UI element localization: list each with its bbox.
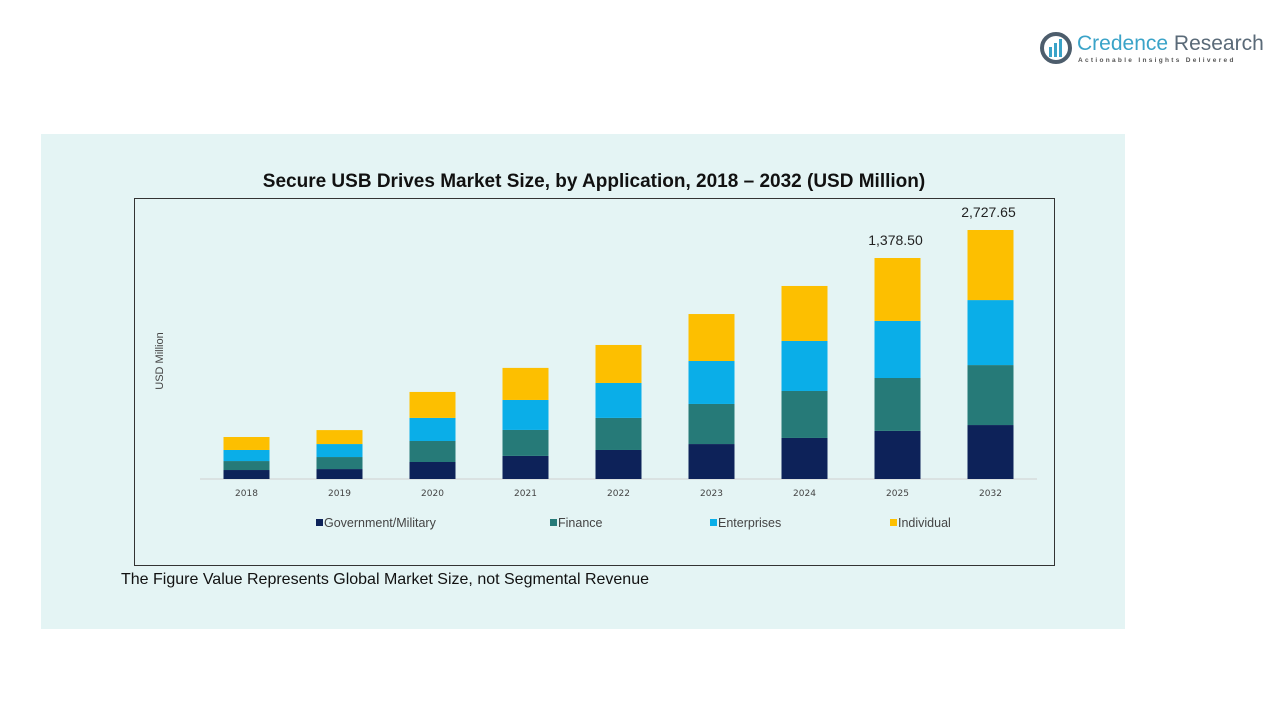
- x-tick-label: 2020: [421, 489, 444, 499]
- bar-government-military-2024: [781, 437, 828, 479]
- credence-research-logo: Credence Research Actionable Insights De…: [1040, 30, 1264, 70]
- chart-panel: [41, 134, 1125, 629]
- bar-individual-2022: [595, 344, 642, 383]
- bar-government-military-2018: [223, 470, 270, 479]
- bar-finance-2020: [409, 441, 456, 463]
- x-tick-label: 2023: [700, 489, 723, 499]
- bar-finance-2032: [967, 365, 1014, 426]
- x-tick-label: 2021: [514, 489, 537, 499]
- legend-label: Enterprises: [718, 516, 781, 530]
- bar-government-military-2020: [409, 462, 456, 479]
- legend-swatch: [710, 519, 717, 526]
- bar-enterprises-2023: [688, 361, 735, 404]
- legend-label: Government/Military: [324, 516, 437, 530]
- bar-finance-2021: [502, 429, 549, 456]
- bar-individual-2032: [967, 230, 1014, 301]
- bar-finance-2022: [595, 417, 642, 450]
- bar-government-military-2019: [316, 469, 363, 479]
- bar-government-military-2023: [688, 444, 735, 479]
- x-tick-label: 2025: [886, 489, 909, 499]
- logo-tagline: Actionable Insights Delivered: [1078, 57, 1236, 64]
- legend-label: Finance: [558, 516, 603, 530]
- x-tick-label: 2032: [979, 489, 1002, 499]
- bar-individual-2021: [502, 367, 549, 400]
- bar-finance-2023: [688, 403, 735, 445]
- bar-finance-2024: [781, 390, 828, 438]
- bar-government-military-2032: [967, 425, 1014, 479]
- bar-government-military-2021: [502, 455, 549, 479]
- x-tick-label: 2022: [607, 489, 630, 499]
- bar-government-military-2025: [874, 430, 921, 479]
- bar-finance-2019: [316, 457, 363, 470]
- bar-enterprises-2022: [595, 382, 642, 418]
- bar-government-military-2022: [595, 449, 642, 479]
- footnote: The Figure Value Represents Global Marke…: [121, 571, 649, 588]
- data-label: 2,727.65: [961, 204, 1016, 220]
- bar-enterprises-2020: [409, 417, 456, 442]
- x-tick-label: 2019: [328, 489, 351, 499]
- bar-enterprises-2021: [502, 399, 549, 430]
- x-tick-label: 2024: [793, 489, 816, 499]
- legend-swatch: [316, 519, 323, 526]
- bar-individual-2018: [223, 436, 270, 450]
- bar-enterprises-2019: [316, 444, 363, 458]
- bar-individual-2025: [874, 258, 921, 321]
- legend-swatch: [550, 519, 557, 526]
- legend-swatch: [890, 519, 897, 526]
- bar-individual-2024: [781, 285, 828, 341]
- bar-enterprises-2032: [967, 300, 1014, 366]
- bar-individual-2020: [409, 391, 456, 418]
- bar-finance-2018: [223, 461, 270, 471]
- bar-individual-2019: [316, 430, 363, 445]
- x-tick-label: 2018: [235, 489, 258, 499]
- data-label: 1,378.50: [868, 232, 923, 248]
- logo-name: Credence Research: [1077, 32, 1264, 55]
- chart-title: Secure USB Drives Market Size, by Applic…: [262, 171, 926, 192]
- bar-finance-2025: [874, 377, 921, 431]
- chart-box: [134, 198, 1055, 566]
- bar-enterprises-2024: [781, 340, 828, 391]
- bar-individual-2023: [688, 314, 735, 362]
- bar-enterprises-2025: [874, 320, 921, 378]
- logo-icon: [1040, 32, 1072, 64]
- legend-label: Individual: [898, 516, 951, 530]
- bar-enterprises-2018: [223, 449, 270, 462]
